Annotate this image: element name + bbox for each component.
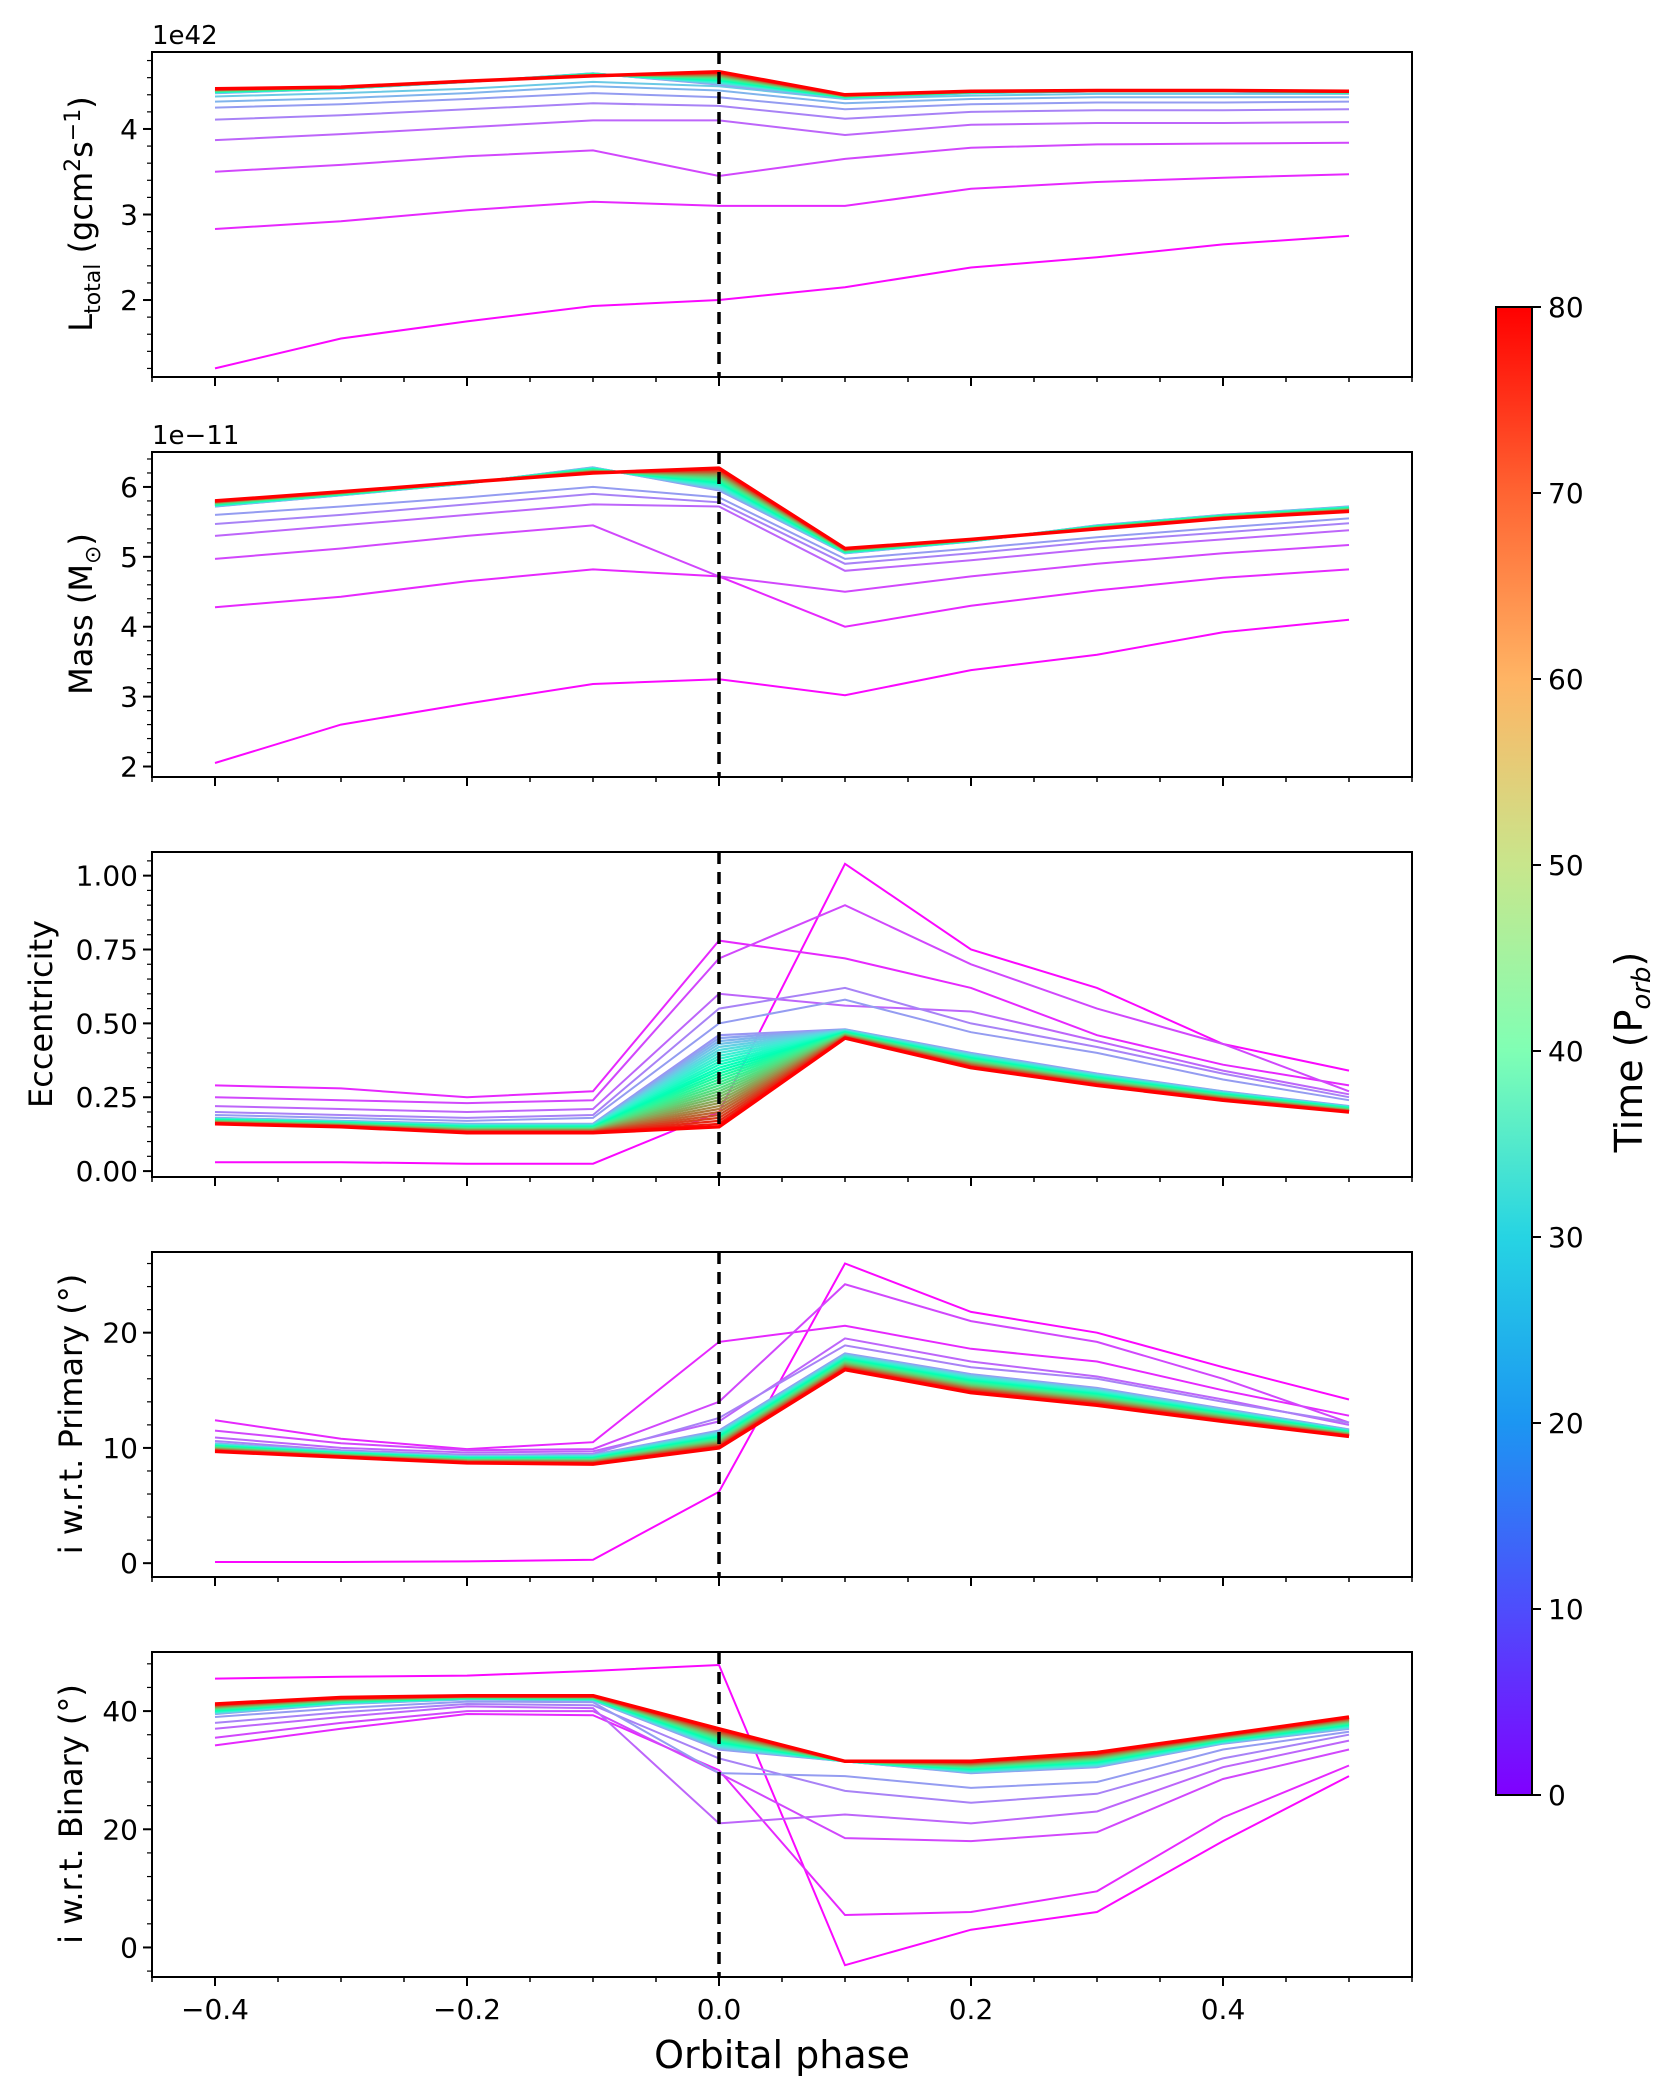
y-axis-label: i w.r.t. Primary (°) (52, 1274, 90, 1555)
panel-eccentricity: Eccentricity 0.00 0.25 0.50 0.75 1.00 (22, 851, 1413, 1188)
y-tick-label: 2 (120, 284, 138, 317)
y-tick-label: 0 (120, 1547, 138, 1580)
early-series-line (214, 1663, 1350, 1967)
y-tick-label: 40 (102, 1695, 138, 1728)
early-series-line (215, 1262, 1350, 1563)
offset-label: 1e42 (152, 21, 218, 51)
early-series-line (214, 618, 1350, 764)
y-tick-label: 5 (120, 541, 138, 574)
colorbar-tick-label: 50 (1548, 849, 1584, 882)
early-series-line (214, 119, 1350, 142)
y-axis-label: Eccentricity (22, 920, 60, 1108)
panel-frame (151, 451, 1413, 778)
panel-l-total: 1e42 Ltotal (gcm2s−1) 2 3 4 (61, 21, 1413, 386)
panel-frame (151, 51, 1413, 378)
panel-frame (151, 851, 1413, 1178)
colorbar-tick-label: 20 (1548, 1407, 1584, 1440)
y-tick-label: 2 (120, 751, 138, 784)
colorbar-tick-label: 70 (1548, 477, 1584, 510)
colorbar-tick-label: 30 (1548, 1221, 1584, 1254)
x-axis-label: Orbital phase (654, 2033, 910, 2077)
y-tick-label: 0.50 (76, 1007, 138, 1040)
early-series-line (214, 503, 1350, 572)
y-tick-label: 4 (120, 611, 138, 644)
colorbar-tick-label: 40 (1548, 1035, 1584, 1068)
colorbar-label: Time (Porb) (1607, 952, 1657, 1154)
y-tick-label: 10 (102, 1432, 138, 1465)
colorbar-tick-label: 60 (1548, 663, 1584, 696)
panel-inclination-primary: i w.r.t. Primary (°) 0 10 20 (52, 1251, 1413, 1586)
early-series-line (215, 862, 1350, 1165)
early-series-line (214, 939, 1350, 1099)
early-series-line (214, 1712, 1350, 1917)
panel-inclination-binary: i w.r.t. Binary (°) −0.4 −0.2 0.0 0.2 0.4 0 20… (52, 1651, 1413, 2026)
early-series-line (214, 485, 1350, 560)
y-tick-label: 6 (120, 471, 138, 504)
panel-frame (151, 1251, 1413, 1578)
early-series-line (214, 85, 1349, 105)
y-tick-label: 4 (120, 113, 138, 146)
y-axis-label: Mass (M⊙) (62, 533, 106, 695)
time-series-line (214, 466, 1350, 551)
early-series-line (214, 141, 1350, 178)
early-series-line (214, 998, 1350, 1122)
colorbar-tick-label: 10 (1548, 1593, 1584, 1626)
y-tick-label: 1.00 (76, 860, 138, 893)
colorbar: 0 10 20 30 40 50 60 70 80 Time (Porb) (1495, 291, 1657, 1812)
early-series-line (214, 234, 1350, 370)
y-tick-label: 20 (102, 1813, 138, 1846)
early-series-line (214, 986, 1350, 1119)
early-series-line (214, 1700, 1350, 1789)
colorbar-tick-label: 80 (1548, 291, 1584, 324)
early-series-line (214, 1705, 1350, 1825)
early-series-line (214, 173, 1350, 230)
x-tick-label: 0.0 (697, 1993, 742, 2026)
y-tick-label: 0.75 (76, 934, 138, 967)
early-series-line (214, 992, 1350, 1114)
y-axis-label: Ltotal (gcm2s−1) (61, 96, 106, 331)
y-tick-label: 0.25 (76, 1081, 138, 1114)
time-series-line (214, 1693, 1350, 1764)
x-tick-label: −0.2 (433, 1993, 501, 2026)
early-series-line (214, 568, 1350, 628)
panel-frame (151, 1651, 1413, 1978)
y-tick-label: 3 (120, 681, 138, 714)
panel-mass: 1e−11 Mass (M⊙) 2 3 4 5 6 (62, 421, 1413, 786)
early-series-line (214, 904, 1350, 1105)
y-axis-label: i w.r.t. Binary (°) (52, 1684, 90, 1944)
early-series-line (214, 524, 1350, 593)
early-series-line (214, 1324, 1350, 1451)
early-series-line (214, 80, 1349, 101)
y-tick-label: 3 (120, 199, 138, 232)
early-series-line (214, 1710, 1350, 1843)
colorbar-tick-label: 0 (1548, 1779, 1566, 1812)
x-tick-label: −0.4 (181, 1993, 249, 2026)
early-series-line (214, 92, 1350, 111)
time-series-line (214, 69, 1350, 97)
y-tick-label: 0 (120, 1931, 138, 1964)
early-series-line (214, 492, 1350, 565)
y-tick-label: 20 (102, 1317, 138, 1350)
y-tick-label: 0.00 (76, 1155, 138, 1188)
offset-label: 1e−11 (152, 421, 239, 451)
early-series-line (214, 102, 1350, 121)
early-series-line (214, 1344, 1350, 1456)
early-series-line (214, 1283, 1350, 1452)
time-series-line (214, 1367, 1350, 1466)
x-tick-label: 0.4 (1201, 1993, 1246, 2026)
time-series-line (214, 1036, 1350, 1135)
colorbar-gradient (1495, 306, 1533, 1796)
x-tick-label: 0.2 (949, 1993, 994, 2026)
early-series-line (214, 1337, 1350, 1454)
